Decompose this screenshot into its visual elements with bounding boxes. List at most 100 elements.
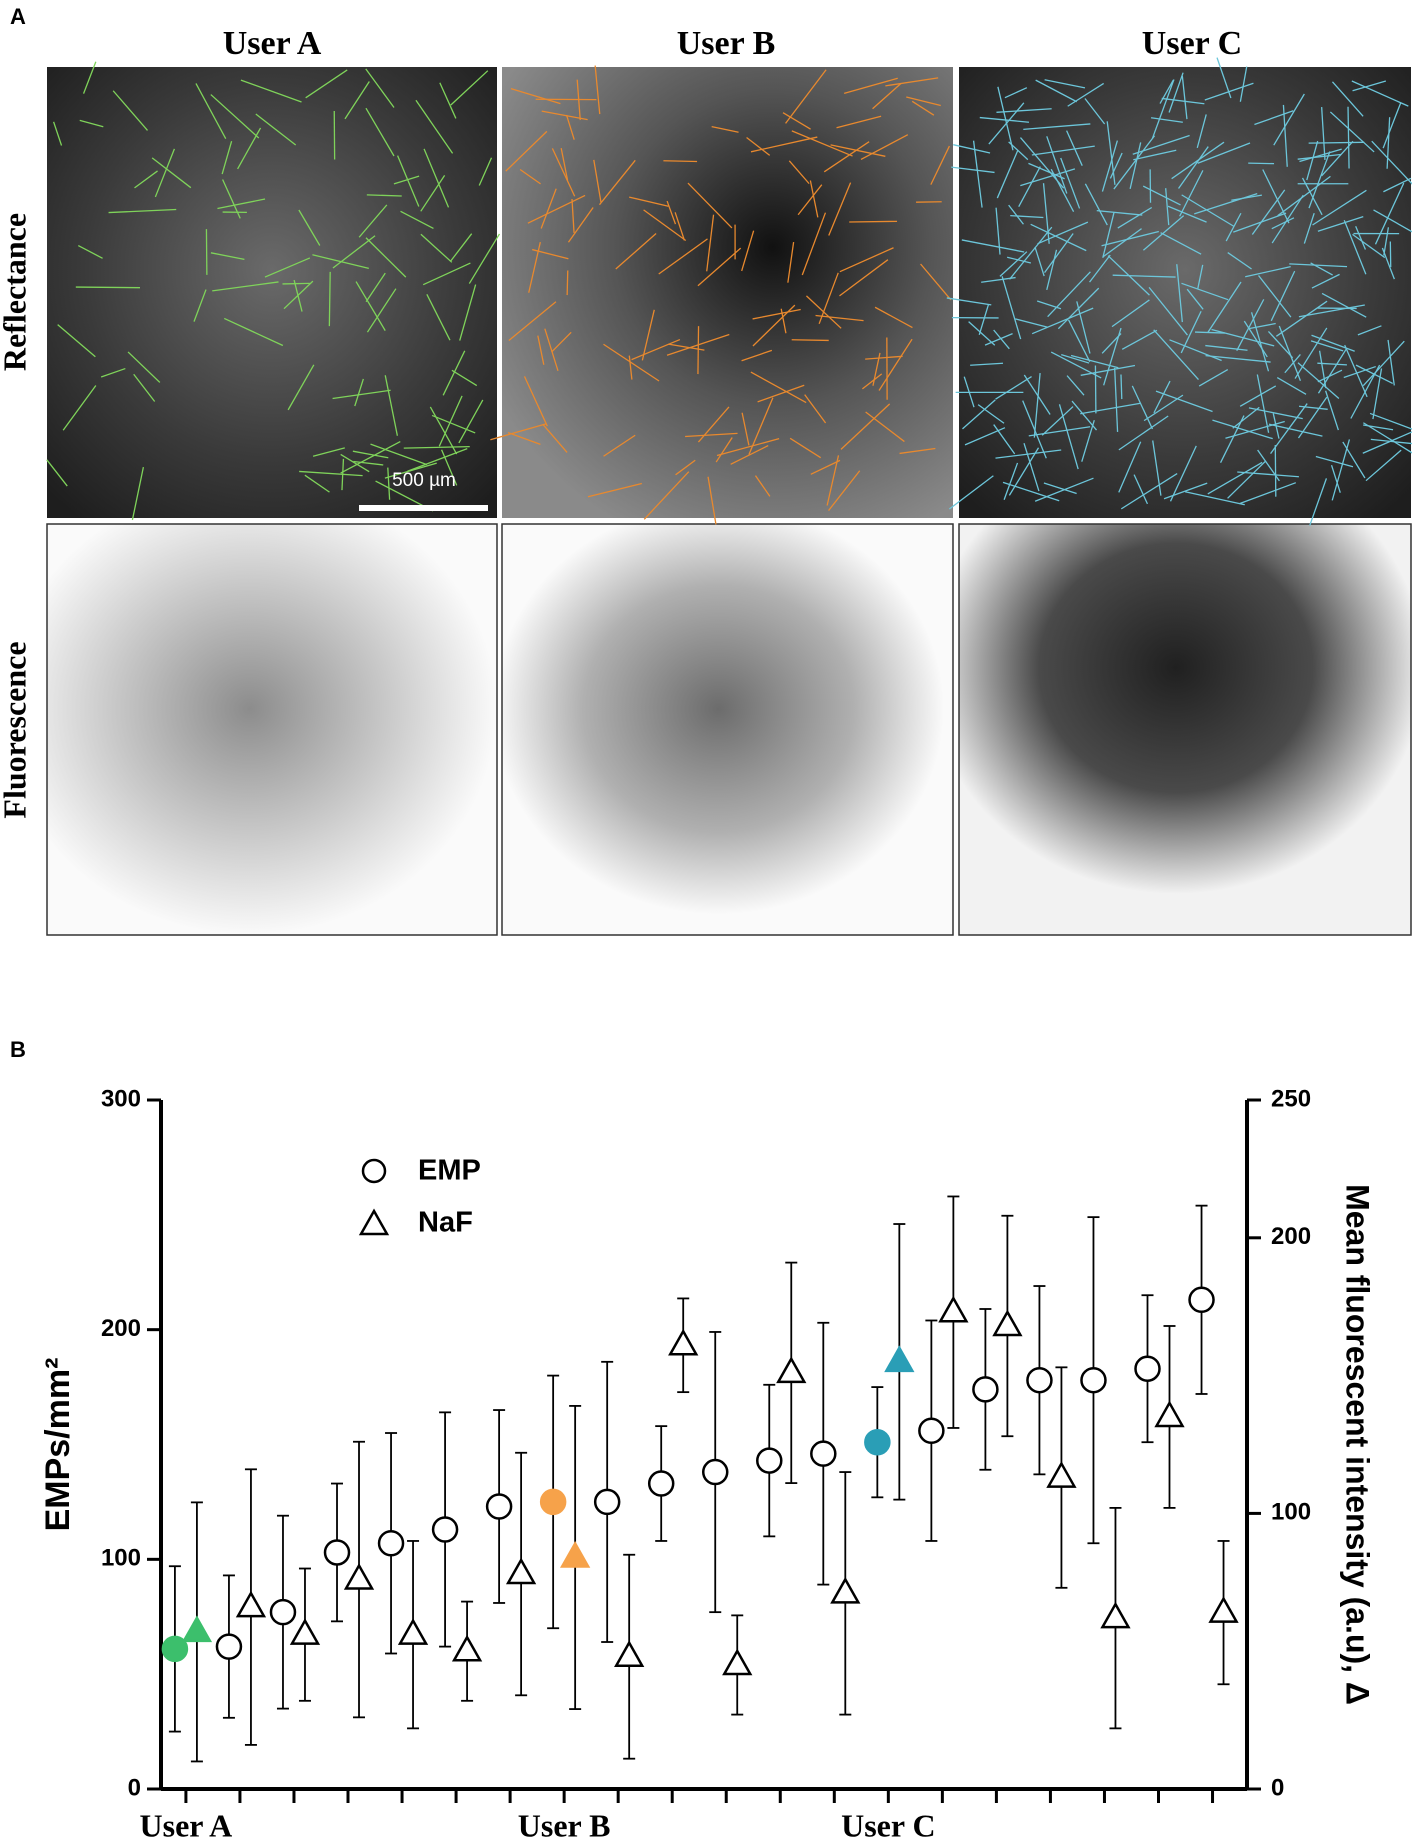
fibre-line: [551, 148, 576, 197]
fibre-line: [1227, 252, 1252, 270]
fibre-line: [264, 257, 311, 278]
fibre-line: [750, 136, 818, 153]
fibre-line: [407, 448, 468, 472]
fibre-line: [951, 166, 995, 174]
fibre-line: [565, 114, 575, 140]
y-tick-label: 0: [128, 1774, 141, 1801]
fibre-line: [210, 252, 245, 260]
fibre-line: [593, 159, 602, 203]
fibre-line: [420, 175, 446, 212]
naf-point: [235, 1590, 267, 1618]
fibre-line: [1015, 318, 1048, 328]
fibre-line: [801, 212, 827, 276]
fibre-line: [1143, 394, 1184, 422]
fibre-line: [787, 241, 795, 283]
fibre-line: [1298, 304, 1365, 318]
fibre-line: [340, 440, 401, 474]
fibre-line: [57, 324, 96, 358]
naf-point: [884, 1345, 915, 1373]
fibre-line: [154, 148, 176, 198]
fibre-line: [1248, 162, 1275, 165]
fibre-line: [305, 69, 348, 99]
fibre-line: [977, 404, 1005, 424]
fibre-line: [1047, 271, 1091, 318]
fibre-line: [304, 474, 330, 493]
fibre-line: [1181, 282, 1229, 301]
fibre-line: [1113, 135, 1156, 190]
fibre-line: [1249, 322, 1276, 330]
fibre-line: [365, 68, 395, 108]
fibre-line: [79, 119, 104, 128]
fibre-line: [400, 210, 434, 229]
fibre-line: [468, 233, 501, 284]
fibre-line: [1118, 415, 1169, 451]
fibre-line: [217, 198, 266, 210]
fibre-line: [603, 434, 636, 457]
fibre-line: [1042, 183, 1050, 244]
legend-marker: [358, 1208, 390, 1236]
naf-point: [668, 1328, 699, 1356]
fibre-line: [478, 157, 493, 186]
scale-bar-label: 500 µm: [392, 470, 456, 491]
fibre-line: [415, 99, 454, 154]
fibre-line: [1239, 66, 1248, 102]
fibre-line: [1382, 102, 1402, 149]
fibre-line: [1347, 106, 1350, 169]
fibre-line: [1023, 442, 1040, 492]
fibre-line: [541, 110, 588, 121]
fibre-line: [906, 96, 941, 107]
fibre-line: [1176, 264, 1183, 323]
fibre-line: [1031, 307, 1094, 335]
fibre-line: [1120, 472, 1178, 510]
fibre-line: [52, 121, 63, 146]
fibre-line: [984, 333, 1013, 346]
fibre-line: [1008, 447, 1040, 496]
fibre-line: [210, 94, 260, 139]
fibre-line: [1129, 142, 1142, 190]
fibre-line: [1030, 223, 1087, 252]
column-header: User A: [223, 25, 322, 62]
fibre-line: [1306, 140, 1319, 181]
fibre-line: [510, 87, 561, 105]
fibre-line: [1160, 232, 1202, 255]
naf-point: [343, 1562, 375, 1590]
y-axis-title: EMPs/mm²: [39, 1358, 77, 1532]
fibre-line: [1387, 339, 1395, 386]
fibre-line: [1006, 256, 1032, 264]
fibre-line: [287, 364, 315, 411]
fibre-line: [523, 376, 548, 427]
fibre-line: [1219, 415, 1245, 463]
emp-point: [1188, 1286, 1215, 1314]
fibre-line: [995, 449, 1062, 459]
fibre-line: [1321, 107, 1326, 160]
fibre-line: [874, 306, 913, 329]
fibre-line: [1308, 141, 1365, 144]
fibre-line: [716, 437, 780, 457]
naf-point: [830, 1576, 861, 1604]
fibre-line: [1275, 300, 1328, 337]
fibre-line: [1233, 212, 1287, 233]
fibre-line: [715, 437, 733, 463]
fibre-line: [365, 107, 395, 157]
fibre-line: [1101, 333, 1122, 354]
fibre-line: [134, 170, 158, 189]
fibre-line: [668, 343, 705, 351]
fibre-line: [1018, 166, 1041, 208]
fibre-line: [1023, 374, 1051, 415]
fibre-line: [1034, 246, 1045, 277]
fibre-line: [1163, 482, 1208, 500]
fibre-line: [298, 209, 321, 246]
fibre-line: [240, 79, 302, 103]
fibre-line: [1186, 288, 1204, 310]
fibre-line: [507, 431, 541, 446]
fibre-line: [237, 127, 262, 170]
fibre-line: [1111, 299, 1150, 328]
fibre-line: [438, 395, 463, 447]
fibre-line: [1317, 348, 1347, 394]
fibre-line: [961, 239, 1025, 253]
fibre-line: [1267, 330, 1294, 359]
fibre-line: [1023, 123, 1091, 130]
fibre-line: [1352, 80, 1387, 92]
emp-point: [215, 1633, 243, 1660]
